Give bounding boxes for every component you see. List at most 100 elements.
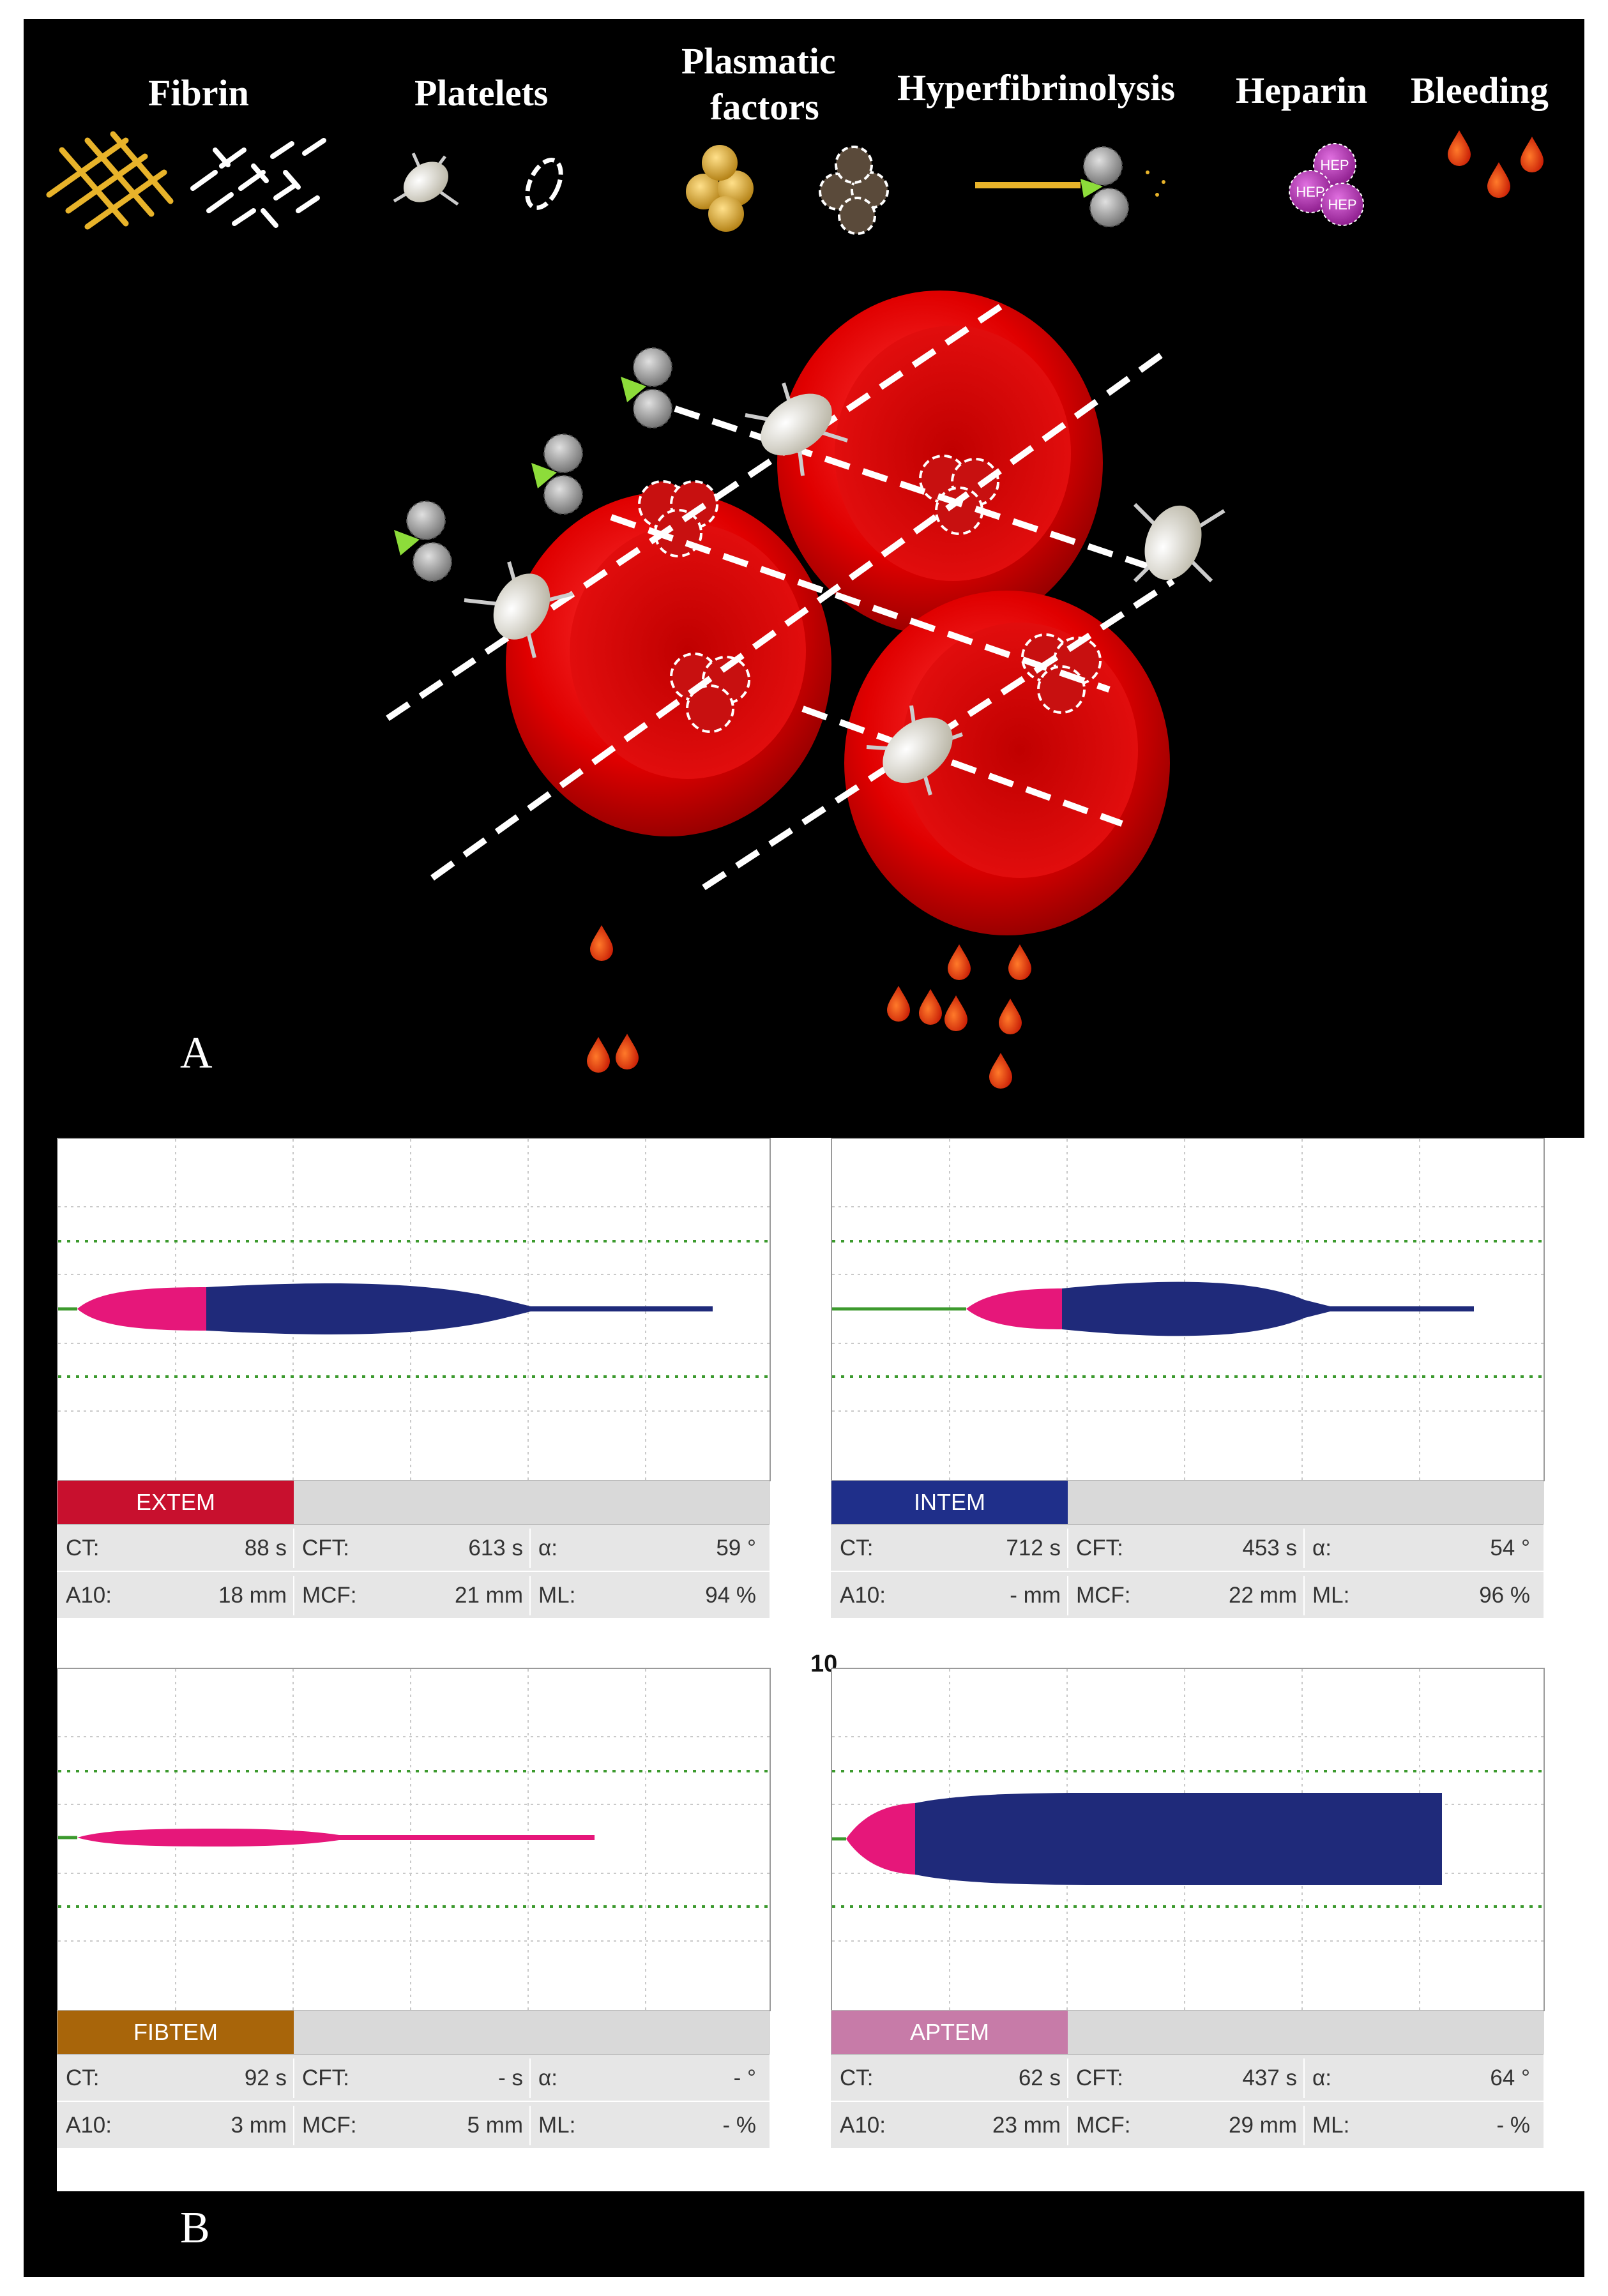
ct-value: 88 s [244,1536,287,1560]
intem-row-1: CT: 712 s CFT: 453 s α: 54 ° [831,1525,1544,1572]
extem-temogram [58,1139,770,1480]
blood-drops [587,925,1031,1089]
legend-bleeding-label: Bleeding [1411,70,1549,111]
panel-a-label: A [180,1029,213,1078]
alpha-label: α: [1312,1536,1331,1560]
heparin-icon: HEP HEP HEP [1289,143,1364,226]
figure-frame: Fibrin Platelets Plasmatic factors Hyper… [24,19,1584,2277]
legend-fibrin-label: Fibrin [148,72,249,114]
ml-value: 94 % [705,1583,756,1608]
aptem-row-1: CT: 62 s CFT: 437 s α: 64 ° [831,2055,1544,2102]
alpha-label: α: [1312,2066,1331,2090]
cft-value: 437 s [1242,2066,1297,2090]
extem-row-1: CT: 88 s CFT: 613 s α: 59 ° [57,1525,770,1572]
ct-label: CT: [66,1536,100,1560]
ct-value: 62 s [1018,2066,1061,2090]
mcf-label: MCF: [302,2113,357,2138]
cft-value: 453 s [1242,1536,1297,1560]
ml-value: - % [1496,2113,1531,2138]
legend-heparin-label: Heparin [1236,70,1368,111]
legend-factors-label: factors [710,86,819,128]
cft-value: 613 s [468,1536,523,1560]
panel-a-illustration: Fibrin Platelets Plasmatic factors Hyper… [24,19,1584,1117]
ct-value: 92 s [244,2066,287,2090]
a10-value: 23 mm [992,2113,1061,2138]
intem-panel: INTEM CT: 712 s CFT: 453 s α: 54 ° A10: … [831,1138,1545,1623]
heparin-text-2: HEP [1296,184,1324,200]
ml-label: ML: [1312,2113,1350,2138]
cft-label: CFT: [302,1536,349,1560]
mcf-value: 5 mm [467,2113,524,2138]
panel-b-rotem: EXTEM CT: 88 s CFT: 613 s α: 59 ° A10: 1… [57,1138,1584,2191]
fibtem-header: FIBTEM [57,2010,770,2055]
a10-value: 18 mm [218,1583,287,1608]
ct-label: CT: [840,2066,874,2090]
aptem-curve-box [831,1668,1545,2011]
platelets-on-cells [464,382,1225,796]
extem-row-2: A10: 18 mm MCF: 21 mm ML: 94 % [57,1572,770,1619]
fibtem-panel: FIBTEM CT: 92 s CFT: - s α: - ° A10: 3 m… [57,1668,771,2153]
a10-label: A10: [66,2113,112,2138]
ml-label: ML: [538,2113,576,2138]
intem-header: INTEM [831,1480,1544,1525]
alpha-value: - ° [733,2066,756,2090]
platelet-icon [393,152,459,206]
plasmatic-factors-deficit-icon [819,146,889,235]
fibtem-row-2: A10: 3 mm MCF: 5 mm ML: - % [57,2102,770,2149]
a10-value: - mm [1010,1583,1061,1608]
cft-label: CFT: [1076,1536,1123,1560]
mcf-value: 22 mm [1229,1583,1297,1608]
ct-value: 712 s [1006,1536,1061,1560]
fibrin-fragments-icon [190,138,326,228]
ml-value: 96 % [1479,1583,1530,1608]
a10-label: A10: [840,2113,886,2138]
aptem-header: APTEM [831,2010,1544,2055]
fibtem-temogram [58,1669,770,2010]
aptem-panel: APTEM CT: 62 s CFT: 437 s α: 64 ° A10: 2… [831,1668,1545,2153]
extem-panel: EXTEM CT: 88 s CFT: 613 s α: 59 ° A10: 1… [57,1138,771,1623]
intem-temogram [832,1139,1544,1480]
extem-header: EXTEM [57,1480,770,1525]
ct-label: CT: [66,2066,100,2090]
factor-clusters [638,455,1102,733]
cft-value: - s [498,2066,523,2090]
aptem-temogram [832,1669,1544,2010]
a10-label: A10: [66,1583,112,1608]
ct-label: CT: [840,1536,874,1560]
aptem-label: APTEM [831,2011,1068,2054]
heparin-text-3: HEP [1328,197,1356,213]
mcf-value: 21 mm [455,1583,523,1608]
hyperfibrinolysis-icon [975,146,1165,227]
alpha-value: 54 ° [1490,1536,1530,1560]
fibtem-row-1: CT: 92 s CFT: - s α: - ° [57,2055,770,2102]
ml-label: ML: [1312,1583,1350,1608]
extem-curve-box [57,1138,771,1481]
platelet-dysfunction-icon [525,158,563,210]
fibrin-dashed-lines [386,297,1175,891]
extem-label: EXTEM [57,1481,294,1524]
legend-hyperfibrinolysis-label: Hyperfibrinolysis [897,67,1176,109]
intem-label: INTEM [831,1481,1068,1524]
red-blood-cell-left [506,492,831,836]
alpha-label: α: [538,1536,557,1560]
alpha-value: 64 ° [1490,2066,1530,2090]
fibtem-label: FIBTEM [57,2011,294,2054]
fibtem-curve-box [57,1668,771,2011]
cft-label: CFT: [1076,2066,1123,2090]
legend-plasmatic-label: Plasmatic [681,40,836,82]
intem-row-2: A10: - mm MCF: 22 mm ML: 96 % [831,1572,1544,1619]
ml-value: - % [722,2113,757,2138]
intem-curve-box [831,1138,1545,1481]
panel-b-label: B [180,2203,210,2253]
alpha-value: 59 ° [716,1536,756,1560]
legend-platelets-label: Platelets [414,72,549,114]
alpha-label: α: [538,2066,557,2090]
plasmatic-factors-icon [686,145,754,232]
mcf-label: MCF: [302,1583,357,1608]
mcf-value: 29 mm [1229,2113,1297,2138]
a10-label: A10: [840,1583,886,1608]
mcf-label: MCF: [1076,2113,1131,2138]
bleeding-drops-icon [1448,130,1544,198]
fibrin-mesh-icon [46,131,174,230]
cft-label: CFT: [302,2066,349,2090]
